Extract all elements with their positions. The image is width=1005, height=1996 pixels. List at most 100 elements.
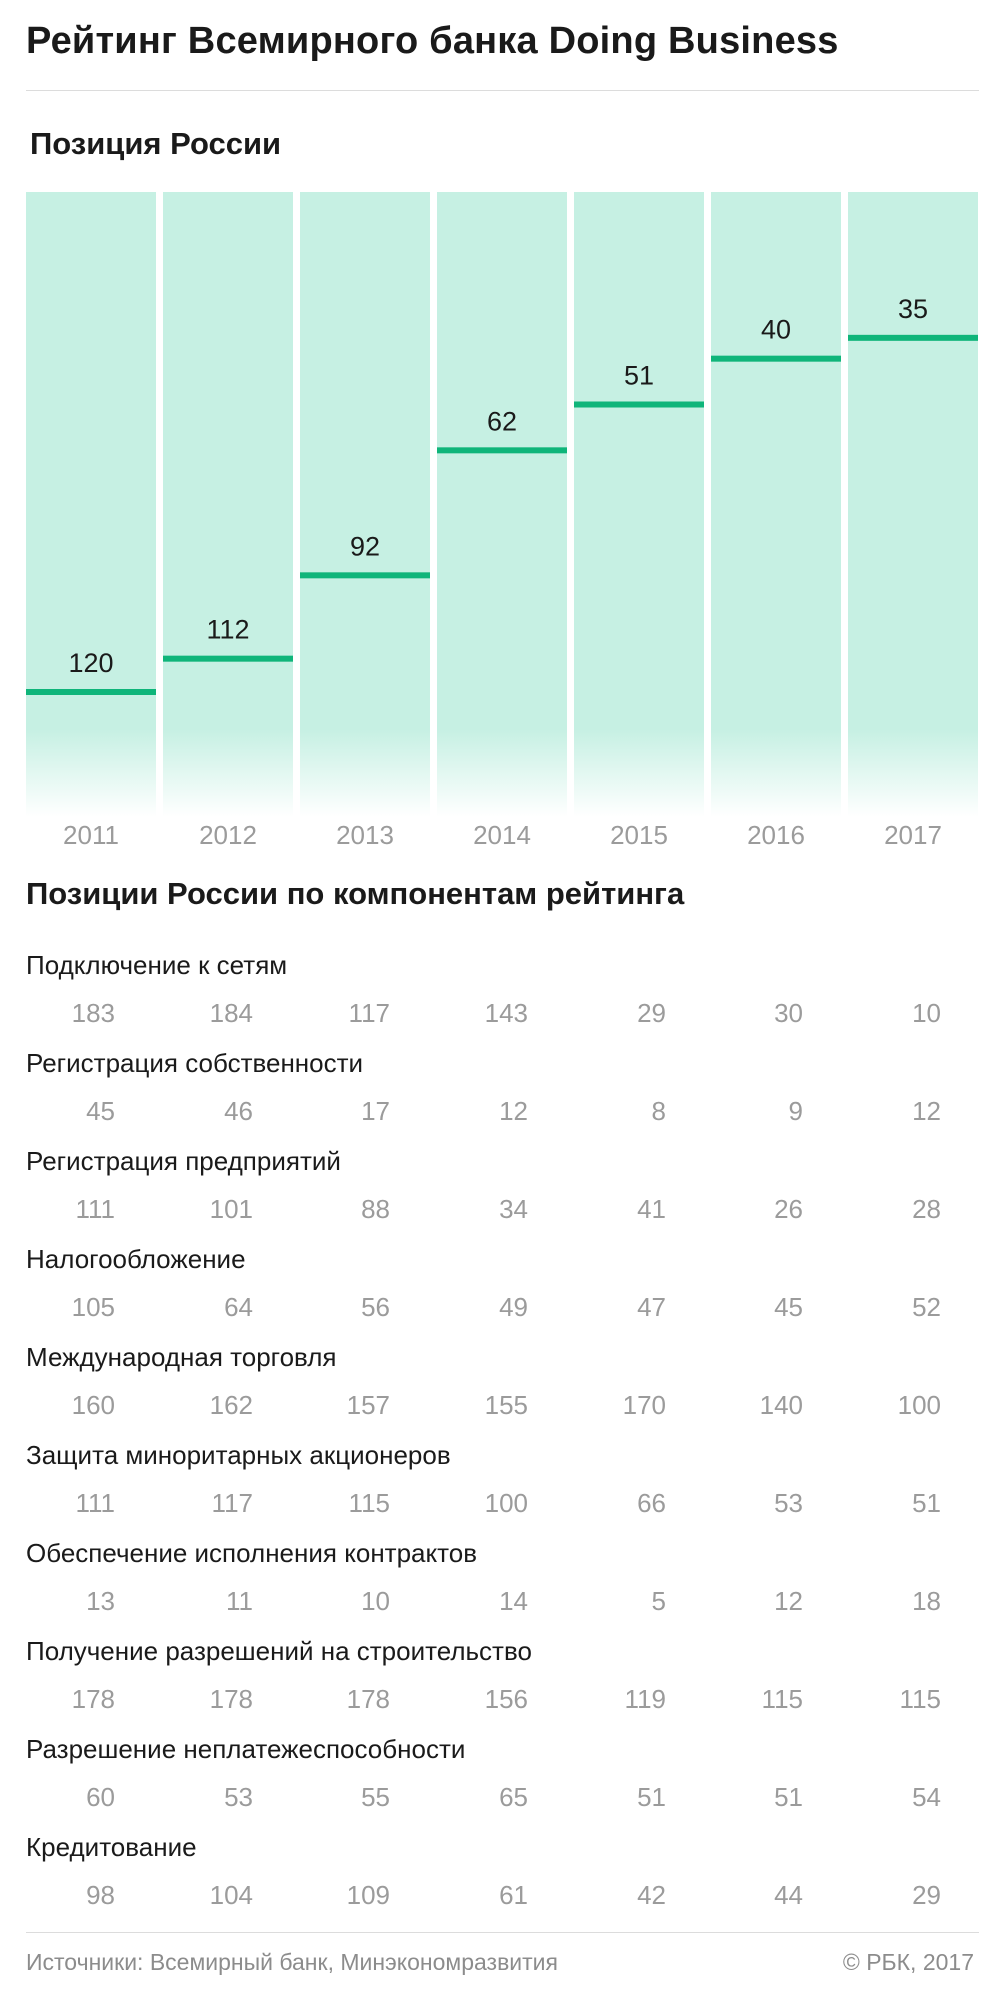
bar-column-2017 [848, 192, 978, 817]
component-value-2014: 65 [499, 1782, 528, 1812]
component-label: Получение разрешений на строительство [26, 1636, 532, 1666]
component-value-2016: 44 [774, 1880, 803, 1910]
component-value-2014: 143 [484, 998, 528, 1028]
component-value-2013: 109 [346, 1880, 390, 1910]
component-label: Защита миноритарных акционеров [26, 1440, 451, 1470]
component-label: Международная торговля [26, 1342, 337, 1372]
component-row: Кредитование 98 104 109 61 42 44 29 [0, 1832, 1005, 1928]
component-value-2016: 140 [759, 1390, 803, 1420]
year-tick-label-2015: 2015 [610, 820, 668, 850]
component-value-2012: 53 [224, 1782, 253, 1812]
component-value-2013: 117 [348, 998, 390, 1028]
rank-marker-2015 [574, 401, 704, 408]
component-label: Обеспечение исполнения контрактов [26, 1538, 478, 1568]
bar-column-2014 [437, 192, 567, 817]
component-row: Подключение к сетям 183 184 117 143 29 30 10 [0, 950, 1005, 1046]
component-value-2012: 178 [209, 1684, 253, 1714]
component-value-2014: 12 [499, 1096, 528, 1126]
component-value-2016: 115 [761, 1684, 803, 1714]
component-value-2013: 55 [361, 1782, 390, 1812]
component-value-2014: 156 [484, 1684, 528, 1714]
component-value-2014: 61 [499, 1880, 528, 1910]
component-value-2015: 66 [637, 1488, 666, 1518]
year-tick-label-2017: 2017 [884, 820, 942, 850]
rank-marker-2013 [300, 572, 430, 579]
component-value-2014: 14 [499, 1586, 528, 1616]
year-tick-label-2013: 2013 [336, 820, 394, 850]
component-value-2011: 98 [86, 1880, 115, 1910]
component-value-2016: 26 [774, 1194, 803, 1224]
component-value-2017: 10 [912, 998, 941, 1028]
component-row: Защита миноритарных акционеров 111 117 115 1… [0, 1440, 1005, 1536]
bar-column-2012 [163, 192, 293, 817]
component-value-2013: 17 [361, 1096, 390, 1126]
component-value-2017: 12 [912, 1096, 941, 1126]
component-row: Обеспечение исполнения контрактов 13 11 10 1… [0, 1538, 1005, 1634]
component-value-2012: 117 [211, 1488, 253, 1518]
component-value-2011: 13 [86, 1586, 115, 1616]
component-value-2013: 157 [346, 1390, 390, 1420]
component-value-2013: 115 [348, 1488, 390, 1518]
bar-column-2015 [574, 192, 704, 817]
component-label: Разрешение неплатежеспособности [26, 1734, 466, 1764]
rank-value-label-2013: 92 [350, 531, 380, 561]
rank-marker-2012 [163, 655, 293, 662]
component-value-2014: 49 [499, 1292, 528, 1322]
component-value-2017: 54 [912, 1782, 941, 1812]
bar-column-2013 [300, 192, 430, 817]
component-value-2013: 10 [361, 1586, 390, 1616]
component-value-2011: 160 [71, 1390, 115, 1420]
year-tick-label-2012: 2012 [199, 820, 257, 850]
component-label: Подключение к сетям [26, 950, 288, 980]
year-tick-label-2011: 2011 [63, 820, 119, 850]
component-value-2016: 30 [774, 998, 803, 1028]
component-value-2016: 51 [774, 1782, 803, 1812]
component-label: Регистрация предприятий [26, 1146, 341, 1176]
component-label: Регистрация собственности [26, 1048, 364, 1078]
component-value-2012: 162 [209, 1390, 253, 1420]
component-value-2015: 29 [637, 998, 666, 1028]
rank-marker-2011 [26, 689, 156, 695]
component-row: Разрешение неплатежеспособности 60 53 55 65 5… [0, 1734, 1005, 1830]
component-label: Налогообложение [26, 1244, 246, 1274]
component-value-2016: 45 [774, 1292, 803, 1322]
rank-value-label-2015: 51 [624, 361, 654, 391]
component-value-2017: 28 [912, 1194, 941, 1224]
component-value-2012: 46 [224, 1096, 253, 1126]
page-title: Рейтинг Всемирного банка Doing Business [26, 20, 839, 62]
chart-title: Позиция России [30, 126, 282, 161]
component-value-2011: 183 [71, 998, 115, 1028]
component-value-2011: 60 [86, 1782, 115, 1812]
component-value-2011: 111 [75, 1488, 115, 1518]
component-value-2015: 5 [651, 1586, 666, 1616]
rank-value-label-2014: 62 [487, 406, 517, 436]
component-value-2013: 178 [346, 1684, 390, 1714]
component-row: Получение разрешений на строительство 178… [0, 1636, 1005, 1732]
component-value-2015: 170 [622, 1390, 666, 1420]
header-divider [26, 90, 979, 91]
component-value-2013: 56 [361, 1292, 390, 1322]
component-value-2017: 18 [912, 1586, 941, 1616]
component-value-2017: 115 [899, 1684, 941, 1714]
component-value-2015: 42 [637, 1880, 666, 1910]
component-row: Регистрация предприятий 111 101 88 34 41 26 28 [0, 1146, 1005, 1242]
component-value-2016: 9 [788, 1096, 803, 1126]
footer-divider [26, 1932, 979, 1933]
year-tick-label-2016: 2016 [747, 820, 805, 850]
component-value-2014: 100 [484, 1488, 528, 1518]
components-title: Позиции России по компонентам рейтинга [26, 876, 685, 911]
component-value-2012: 101 [209, 1194, 253, 1224]
ranking-chart: 120 2011 112 2012 92 2013 62 2014 51 2015 40 2016 35… [26, 192, 978, 850]
component-value-2012: 104 [209, 1880, 253, 1910]
component-value-2012: 11 [226, 1586, 253, 1616]
rank-value-label-2012: 112 [206, 615, 249, 645]
copyright: © РБК, 2017 [842, 1949, 974, 1975]
sources-note: Источники: Всемирный банк, Минэкономразв… [26, 1949, 558, 1975]
year-tick-label-2014: 2014 [473, 820, 531, 850]
component-label: Кредитование [26, 1832, 197, 1862]
component-value-2015: 47 [637, 1292, 666, 1322]
component-value-2012: 64 [224, 1292, 253, 1322]
bar-column-2011 [26, 192, 156, 817]
component-value-2015: 119 [624, 1684, 666, 1714]
component-value-2017: 52 [912, 1292, 941, 1322]
